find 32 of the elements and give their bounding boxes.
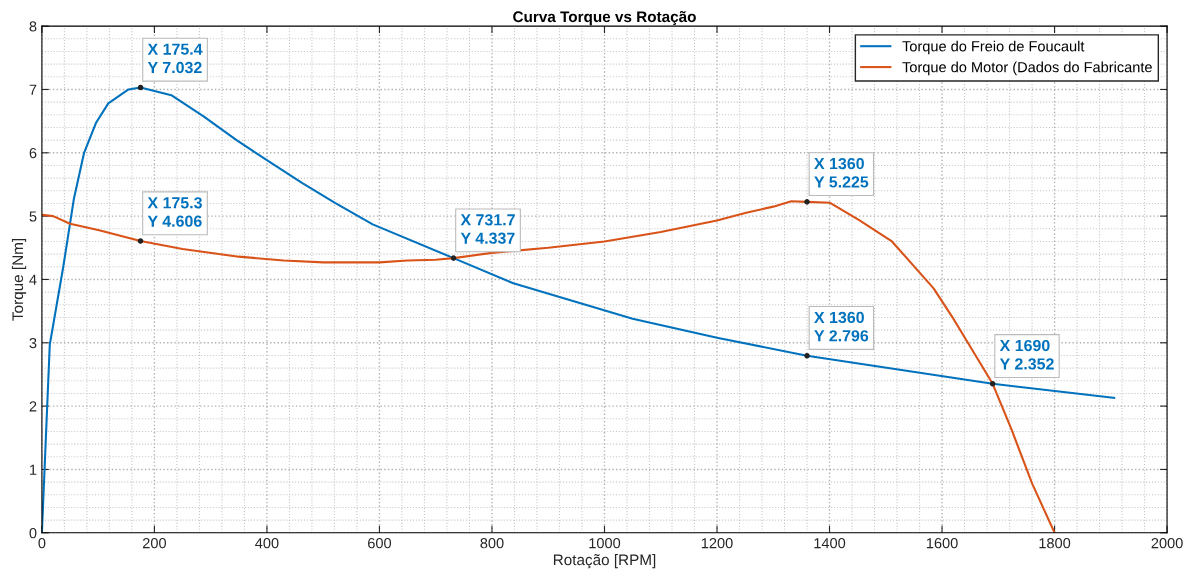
y-tick-label: 5: [29, 211, 37, 222]
legend-label: Torque do Freio de Foucault: [902, 40, 1085, 55]
annotation: X 1360 Y 2.796: [814, 311, 869, 342]
x-tick-label: 600: [368, 538, 392, 549]
x-tick-label: 200: [142, 538, 167, 549]
y-tick-label: 6: [29, 147, 37, 159]
x-tick-label: 1000: [589, 538, 621, 549]
x-tick-label: 1600: [926, 538, 958, 549]
y-tick-label: 7: [29, 84, 37, 95]
annotation: X 1690 Y 2.352: [999, 339, 1054, 370]
chart-title: Curva Torque vs Rotação: [513, 10, 696, 26]
y-tick-label: 8: [29, 21, 37, 32]
annotation: X 731.7 Y 4.337: [460, 214, 515, 244]
x-tick-label: 800: [480, 538, 504, 549]
y-tick-label: 0: [29, 527, 37, 539]
legend-label: Torque do Motor (Dados do Fabricante: [902, 61, 1152, 76]
annotation: X 175.4 Y 7.032: [147, 43, 203, 74]
x-tick-label: 1800: [1039, 538, 1071, 549]
y-tick-label: 1: [30, 464, 37, 475]
x-tick-label: 1200: [701, 538, 733, 549]
x-tick-label: 2000: [1151, 538, 1183, 549]
y-axis-title: Torque [Nm]: [11, 238, 27, 321]
line-series: [41, 199, 1056, 533]
x-tick-label: 0: [38, 538, 46, 549]
x-tick-label: 1400: [814, 538, 846, 549]
x-tick-label: 400: [255, 538, 279, 549]
annotation: X 175.3 Y 4.606: [147, 197, 202, 227]
y-tick-label: 4: [29, 274, 37, 285]
y-tick-label: 3: [29, 337, 37, 349]
y-tick-label: 2: [29, 401, 37, 412]
x-axis-title: Rotação [RPM]: [553, 554, 656, 569]
annotation: X 1360 Y 5.225: [814, 157, 869, 188]
